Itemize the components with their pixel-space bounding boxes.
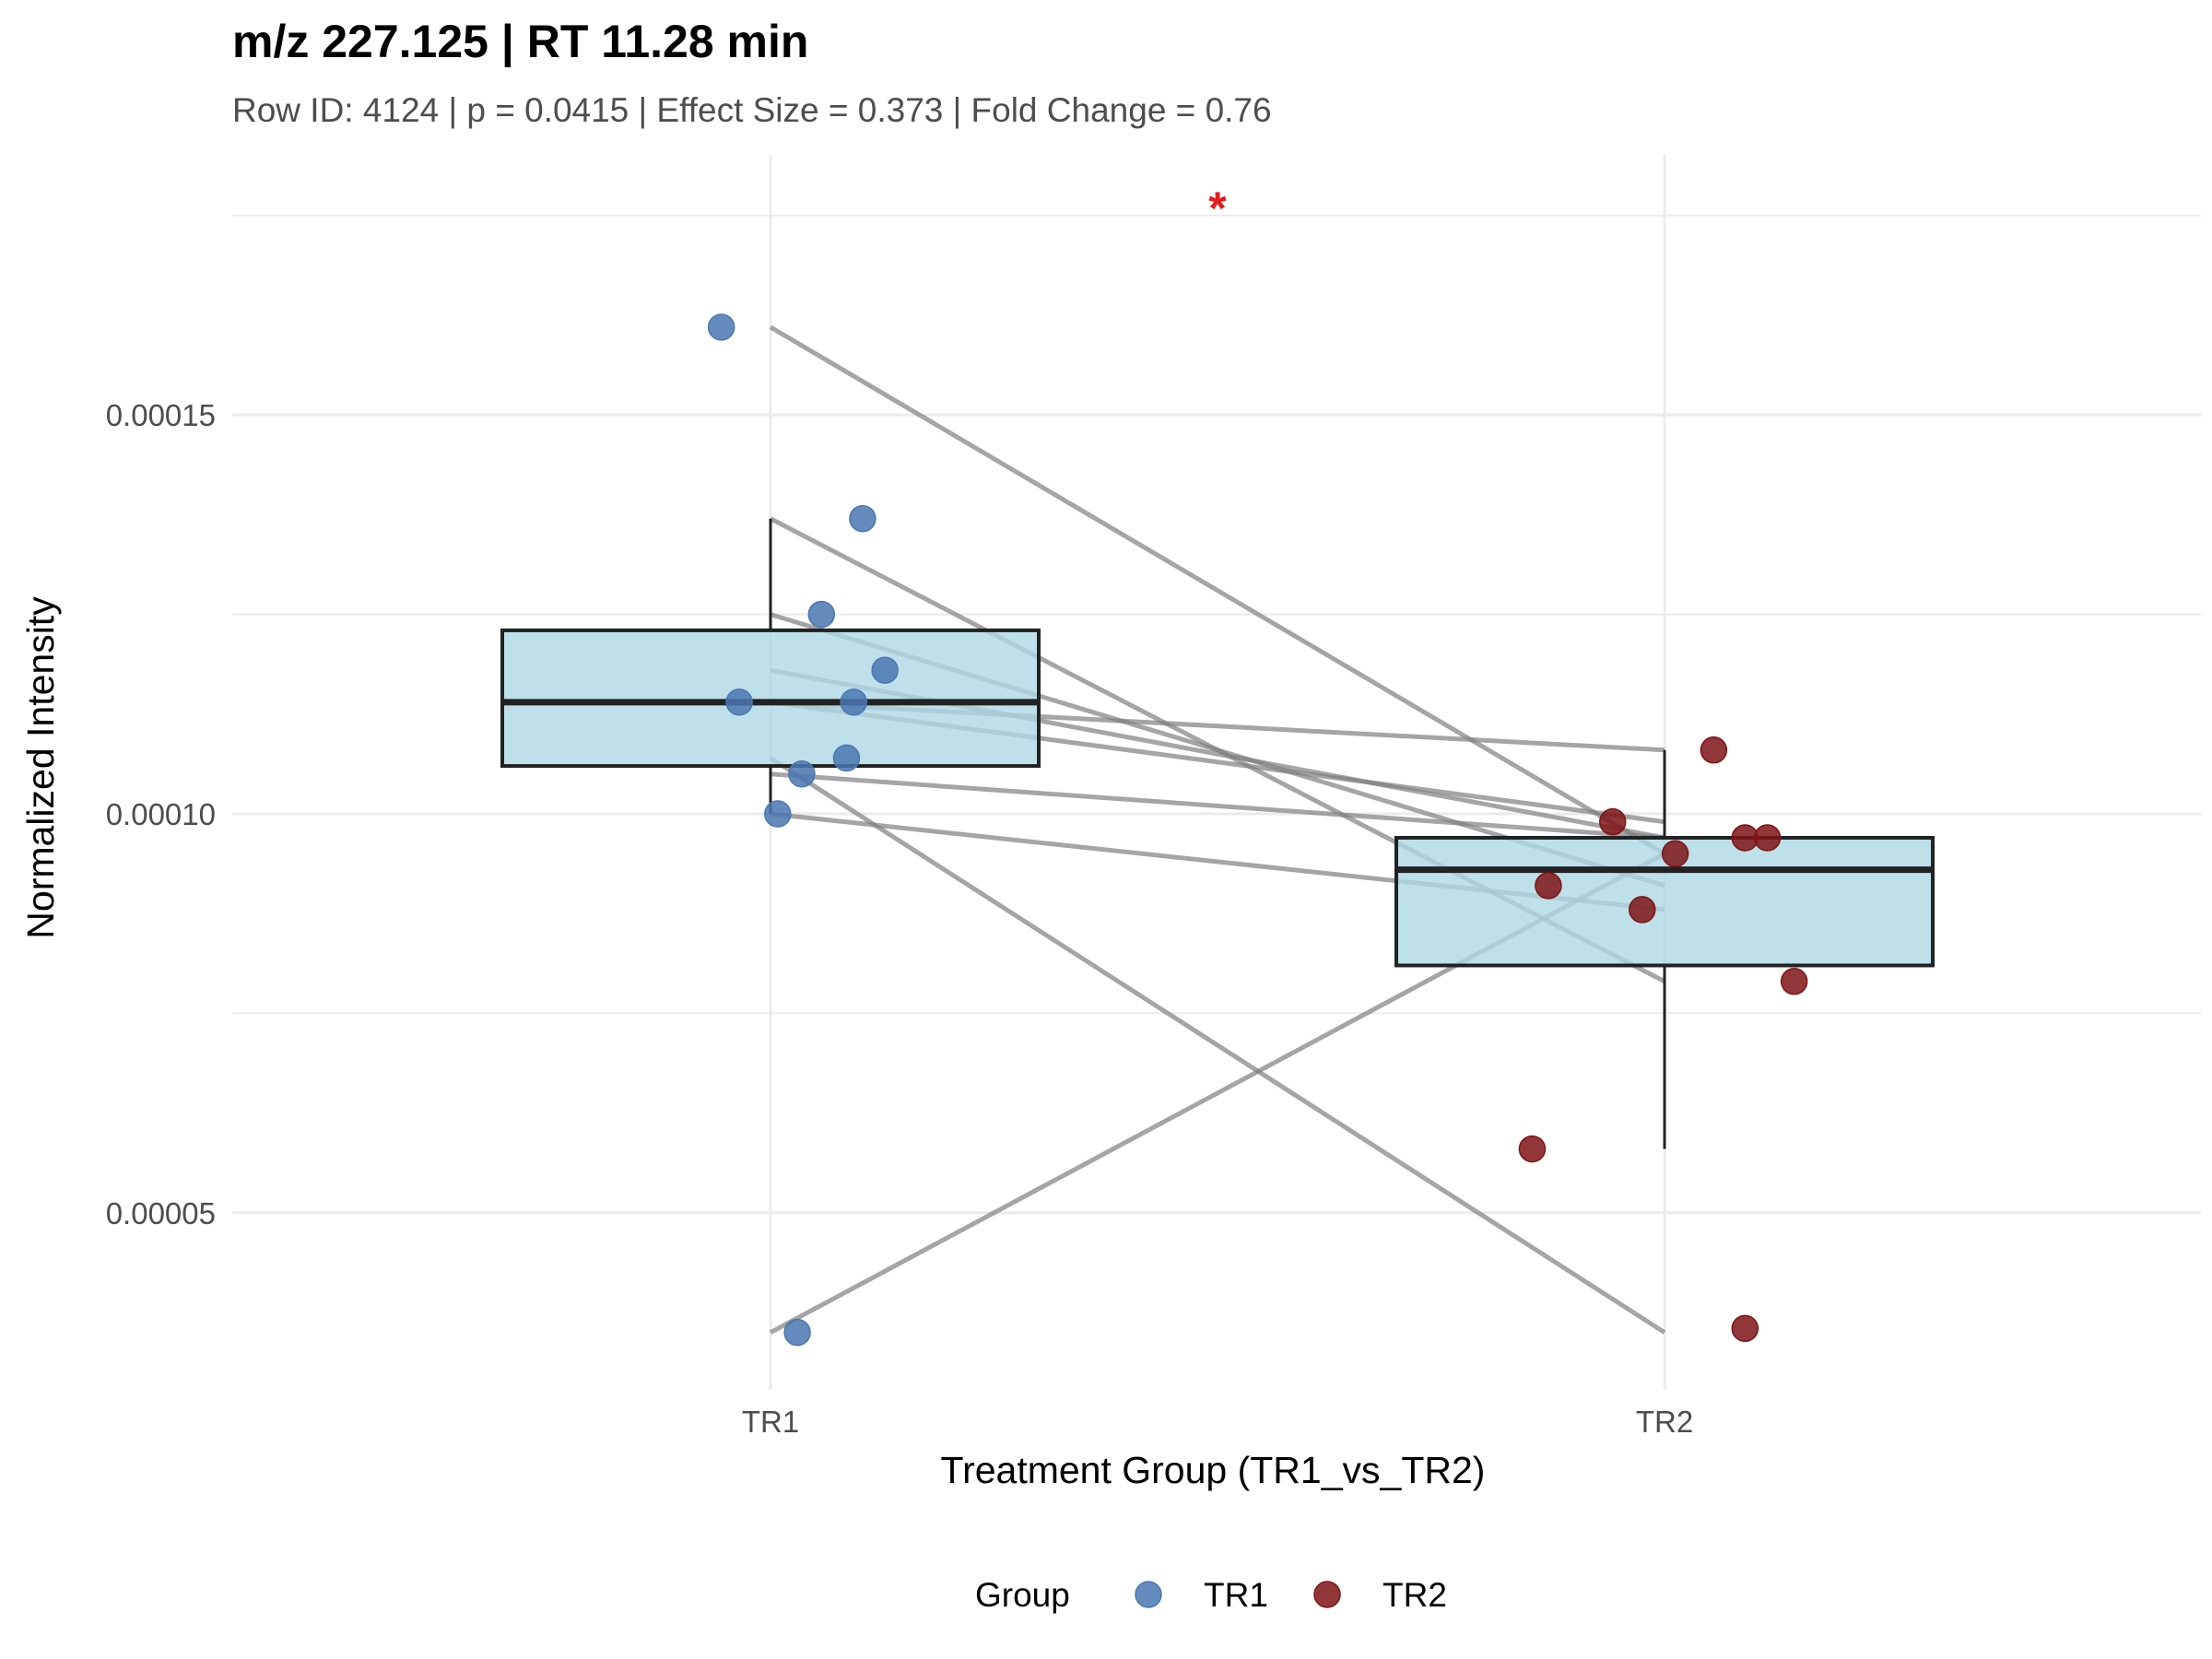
data-point-tr2 [1753, 824, 1782, 852]
legend-key-tr1 [1135, 1581, 1162, 1608]
legend-label: TR2 [1382, 1576, 1447, 1614]
gridlines [232, 155, 2201, 1390]
data-point-tr1 [871, 656, 899, 684]
legend-title: Group [975, 1576, 1070, 1614]
data-point-tr2 [1518, 1135, 1547, 1163]
paired-lines [769, 324, 1666, 1335]
data-point-tr2 [1731, 1314, 1759, 1343]
data-point-tr1 [783, 1318, 811, 1347]
y-tick-label: 0.00010 [106, 797, 216, 831]
x-axis-ticks: TR1 TR2 [742, 1405, 1693, 1439]
data-point-tr1 [840, 688, 867, 716]
data-point-tr2 [1661, 840, 1689, 868]
y-axis-title: Normalized Intensity [19, 596, 62, 939]
box-iqr [500, 628, 1041, 769]
data-point-tr1 [707, 313, 735, 341]
y-axis-ticks: 0.00005 0.00010 0.00015 [106, 398, 216, 1230]
data-point-tr2 [1780, 968, 1808, 995]
paired-line [770, 771, 1665, 841]
legend-label: TR1 [1204, 1576, 1268, 1614]
data-point-tr1 [807, 600, 836, 629]
x-tick-label: TR1 [742, 1405, 799, 1439]
chart-title: m/z 227.125 | RT 11.28 min [232, 16, 808, 68]
y-tick-label: 0.00015 [106, 398, 216, 432]
paired-line [769, 324, 1666, 856]
legend-key-tr2 [1313, 1581, 1341, 1608]
data-point-tr2 [1700, 736, 1728, 764]
data-point-tr1 [725, 688, 753, 716]
chart-subtitle: Row ID: 4124 | p = 0.0415 | Effect Size … [232, 91, 1272, 129]
significance-marker: * [1208, 182, 1227, 234]
data-point-tr2 [1629, 896, 1656, 924]
x-axis-title: Treatment Group (TR1_vs_TR2) [941, 1449, 1486, 1491]
data-point-tr2 [1598, 807, 1627, 836]
data-point-tr2 [1535, 872, 1562, 900]
data-point-tr1 [788, 759, 816, 788]
plot-area: * [232, 155, 2201, 1390]
data-point-tr1 [832, 744, 861, 772]
data-point-tr1 [849, 504, 877, 533]
boxes [500, 518, 1935, 1149]
paired-line [769, 756, 1666, 1335]
data-point-tr1 [764, 800, 792, 828]
data-points [707, 313, 1808, 1347]
x-tick-label: TR2 [1636, 1405, 1693, 1439]
legend: Group TR1 TR2 [975, 1576, 1447, 1614]
y-tick-label: 0.00005 [106, 1196, 216, 1230]
